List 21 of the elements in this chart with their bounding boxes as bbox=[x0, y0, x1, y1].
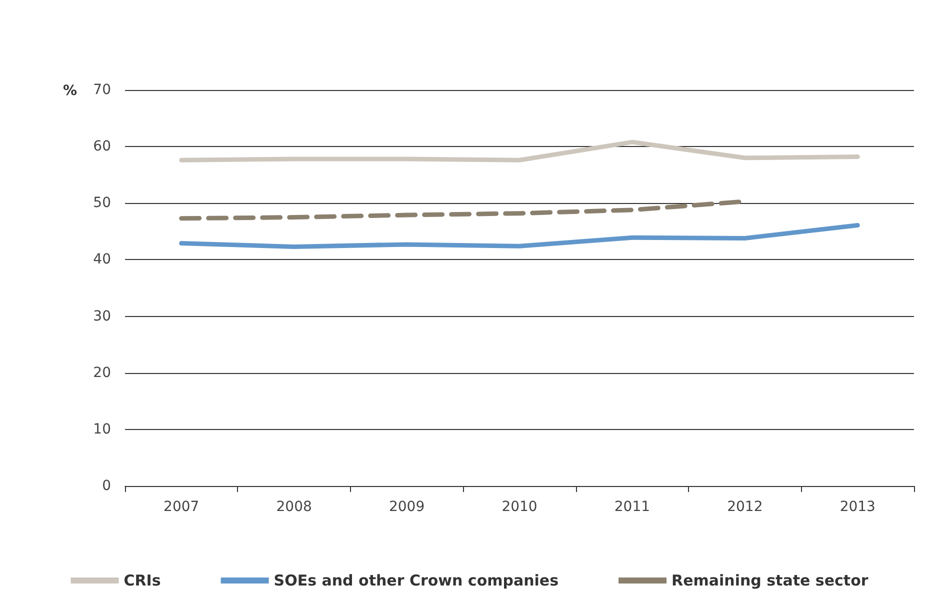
x-tick-label: 2012 bbox=[727, 499, 763, 515]
y-tick-label: 40 bbox=[93, 252, 111, 268]
line-series bbox=[179, 222, 860, 249]
x-tick-label: 2009 bbox=[388, 499, 425, 515]
x-tick-label: 2011 bbox=[614, 499, 650, 515]
y-tick-label: 70 bbox=[93, 82, 111, 98]
legend-label: SOEs and other Crown companies bbox=[274, 572, 559, 590]
y-axis-title: % bbox=[62, 83, 77, 99]
y-tick-label: 0 bbox=[102, 478, 111, 494]
x-tick-label: 2008 bbox=[276, 499, 312, 515]
y-tick-label: 60 bbox=[93, 138, 111, 155]
y-tick-label: 20 bbox=[93, 364, 111, 381]
y-tick-label: 30 bbox=[93, 308, 111, 324]
line-series bbox=[179, 140, 860, 162]
y-tick-label: 50 bbox=[93, 195, 111, 212]
y-tick-label: 10 bbox=[93, 421, 111, 438]
x-tick-label: 2013 bbox=[840, 499, 876, 515]
legend-label: CRIs bbox=[124, 572, 161, 590]
x-tick-label: 2010 bbox=[502, 499, 538, 515]
legend-label: Remaining state sector bbox=[672, 572, 869, 590]
x-tick-label: 2007 bbox=[164, 499, 200, 515]
